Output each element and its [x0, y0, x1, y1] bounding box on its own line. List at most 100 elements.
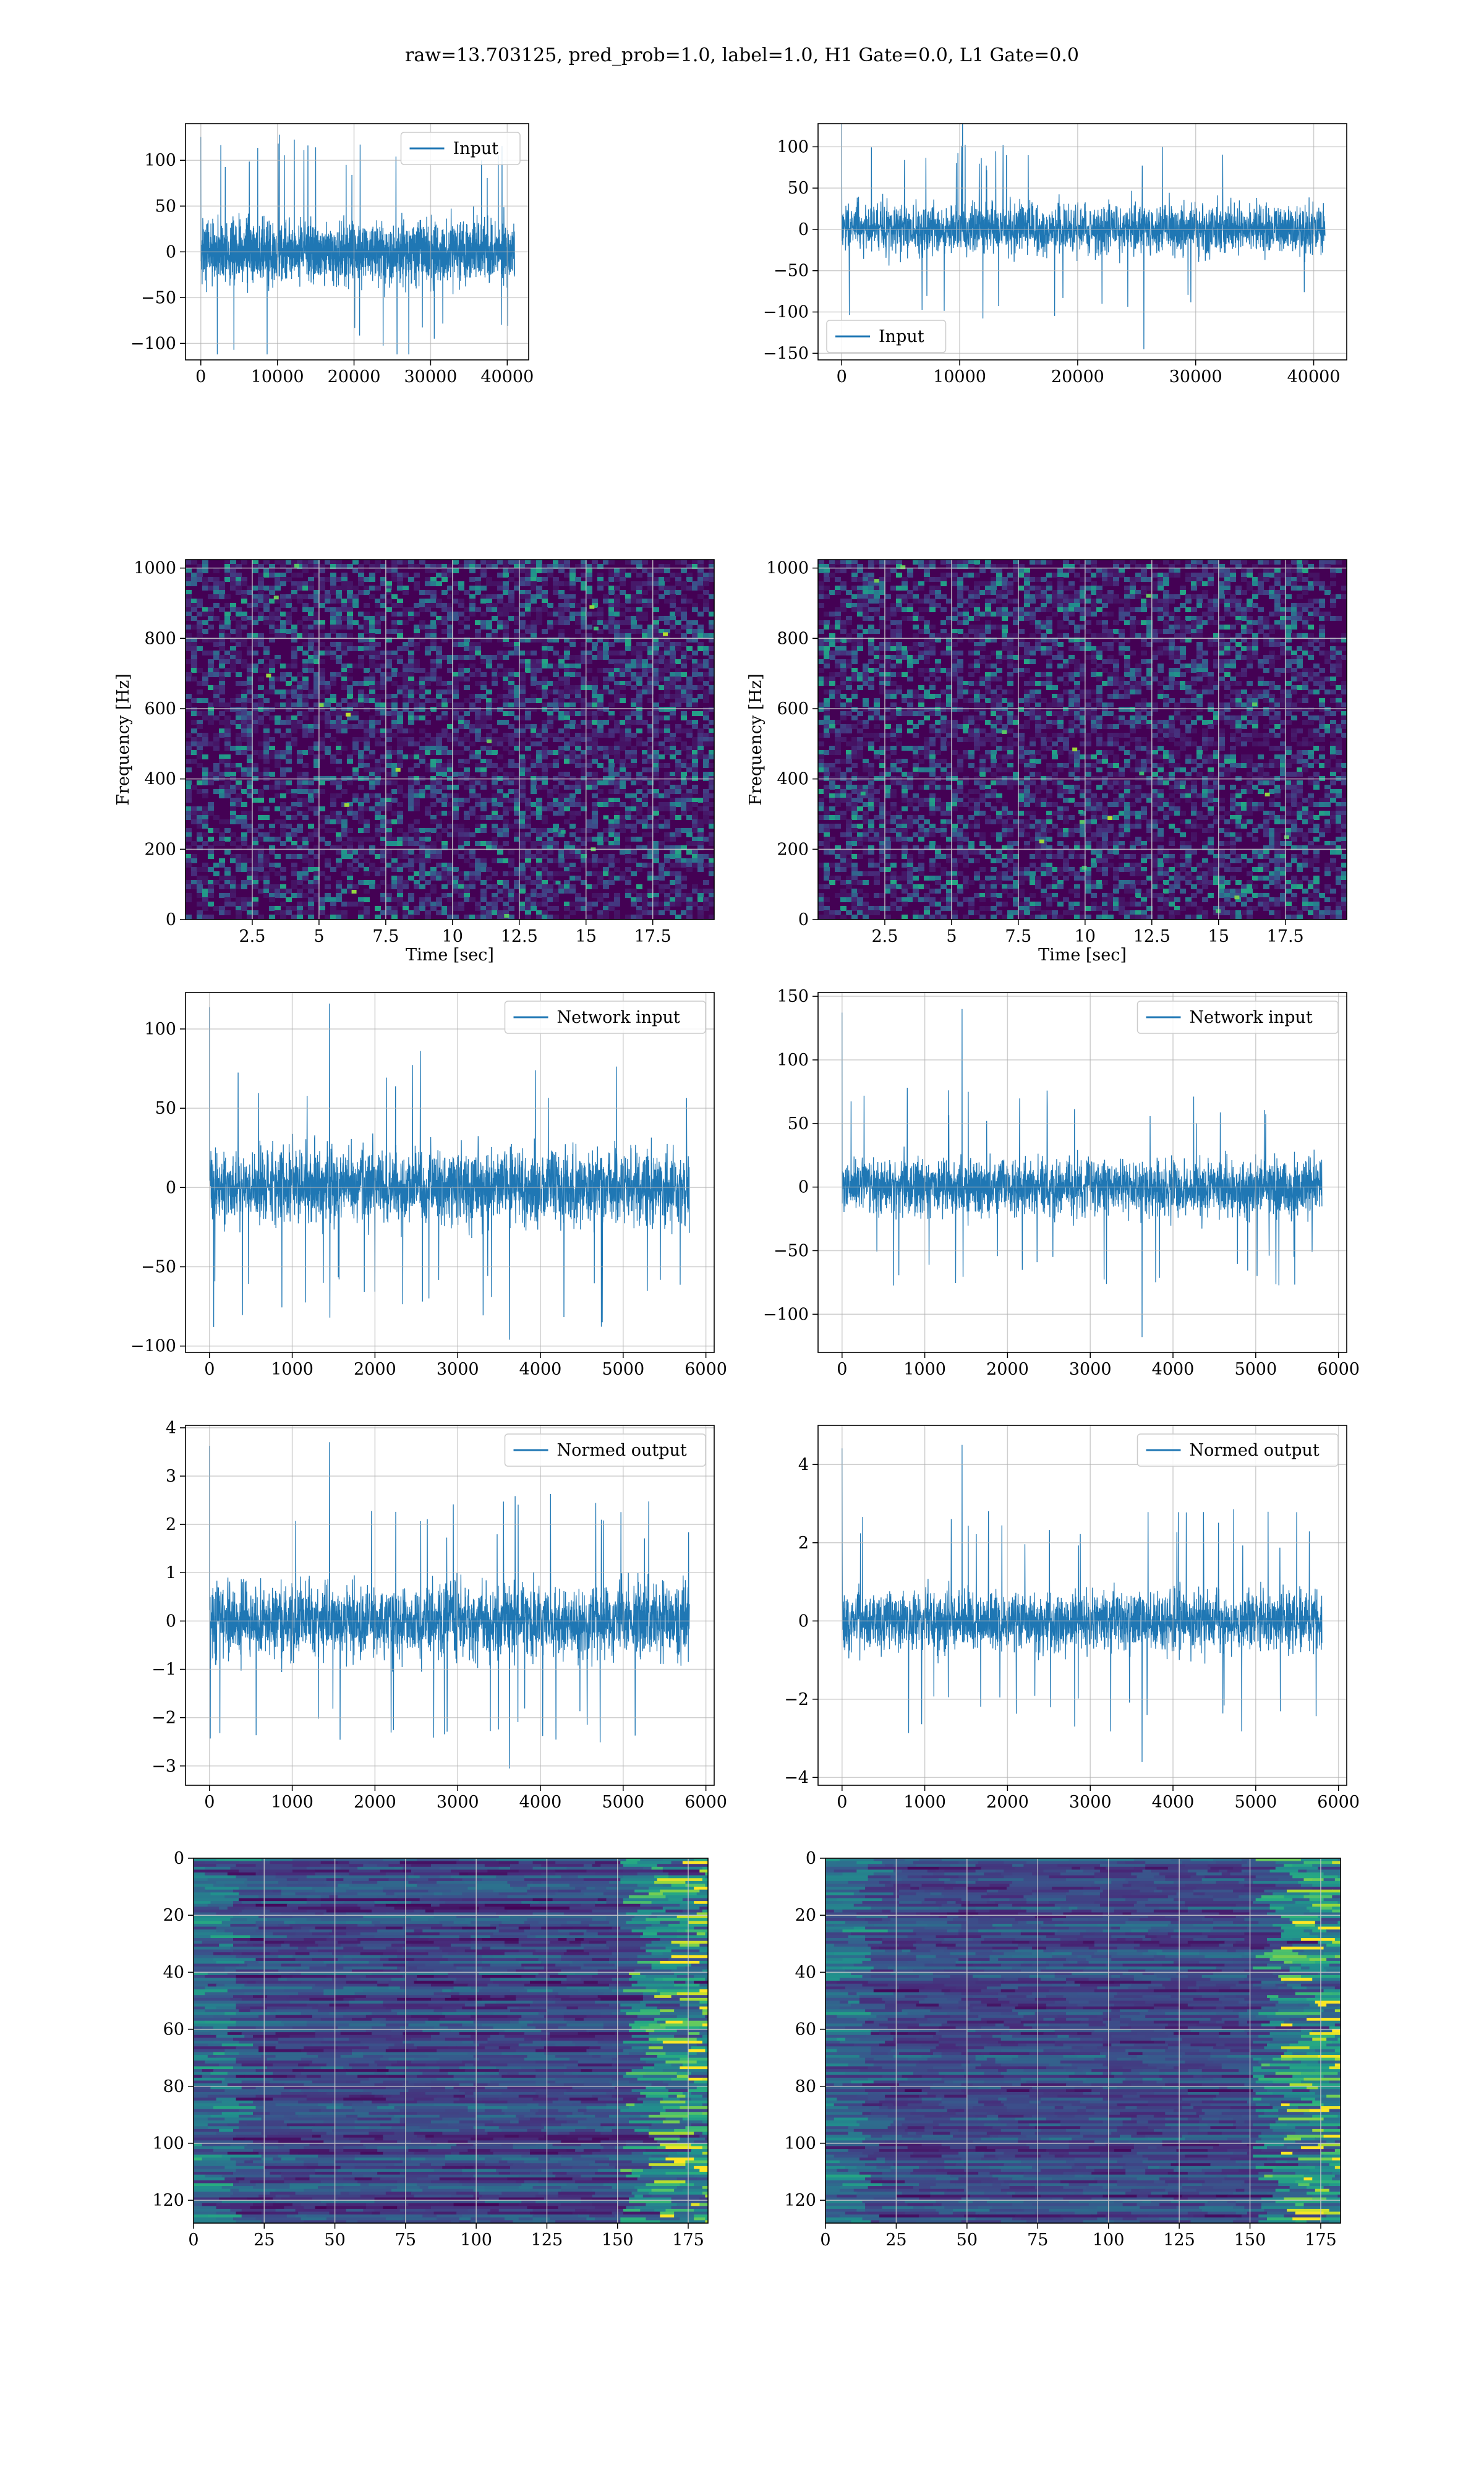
series-line: [201, 135, 514, 354]
y-tick-label: −100: [130, 1337, 176, 1356]
x-tick-label: 6000: [1317, 1793, 1360, 1812]
x-axis-label: Time [sec]: [1038, 946, 1127, 965]
y-tick-label: 60: [795, 2020, 816, 2039]
x-tick-label: 12.5: [1133, 927, 1171, 946]
y-tick-label: 0: [798, 1612, 809, 1631]
series-line: [210, 1004, 689, 1340]
legend: Network input: [505, 1001, 706, 1033]
y-tick-label: 1000: [766, 559, 809, 578]
x-tick-label: 5: [946, 927, 957, 946]
x-tick-label: 30000: [1169, 367, 1222, 386]
y-tick-label: 0: [166, 242, 176, 262]
x-tick-label: 2000: [986, 1793, 1029, 1812]
y-tick-label: 2: [166, 1515, 176, 1534]
y-tick-label: 2: [798, 1534, 809, 1553]
y-tick-label: 50: [155, 1099, 176, 1118]
y-tick-label: −50: [141, 1258, 176, 1277]
x-tick-label: 100: [460, 2231, 492, 2250]
x-tick-label: 17.5: [1267, 927, 1304, 946]
y-tick-label: 150: [777, 987, 809, 1006]
y-tick-label: 80: [163, 2077, 184, 2096]
y-tick-label: −50: [774, 262, 809, 281]
y-tick-label: 0: [798, 1178, 809, 1197]
x-tick-label: 3000: [1069, 1360, 1112, 1379]
x-tick-label: 3000: [437, 1793, 479, 1812]
y-tick-label: 100: [152, 2134, 184, 2153]
x-tick-label: 4000: [519, 1793, 562, 1812]
x-tick-label: 2.5: [871, 927, 898, 946]
legend-label: Normed output: [557, 1441, 687, 1460]
x-tick-label: 0: [204, 1360, 215, 1379]
y-tick-label: −50: [141, 288, 176, 307]
legend-label: Network input: [557, 1008, 680, 1027]
y-tick-label: 0: [174, 1849, 184, 1868]
x-tick-label: 2000: [354, 1793, 396, 1812]
x-tick-label: 20000: [1051, 367, 1104, 386]
y-tick-label: 0: [806, 1849, 816, 1868]
x-tick-label: 1000: [903, 1360, 946, 1379]
x-tick-label: 7.5: [1005, 927, 1031, 946]
x-tick-label: 6000: [684, 1360, 727, 1379]
heatmap-image: [825, 1858, 1381, 2224]
x-tick-label: 25: [885, 2231, 906, 2250]
x-tick-label: 5: [313, 927, 324, 946]
x-tick-label: 6000: [1317, 1360, 1360, 1379]
x-tick-label: 2000: [354, 1360, 396, 1379]
series-line: [842, 122, 1325, 349]
x-tick-label: 2000: [986, 1360, 1029, 1379]
y-tick-label: 600: [144, 699, 176, 719]
x-tick-label: 50: [957, 2231, 978, 2250]
x-tick-label: 0: [188, 2231, 198, 2250]
y-tick-label: 400: [144, 770, 176, 789]
y-tick-label: 0: [798, 910, 809, 929]
x-tick-label: 6000: [684, 1793, 727, 1812]
y-tick-label: 100: [777, 1051, 809, 1070]
y-tick-label: 40: [163, 1963, 184, 1982]
x-tick-label: 10: [442, 927, 463, 946]
x-tick-label: 0: [837, 367, 847, 386]
y-tick-label: 800: [144, 629, 176, 648]
legend: Input: [827, 320, 946, 352]
x-tick-label: 125: [531, 2231, 563, 2250]
x-tick-label: 175: [1305, 2231, 1337, 2250]
x-tick-label: 7.5: [372, 927, 399, 946]
x-tick-label: 17.5: [634, 927, 672, 946]
y-tick-label: 1000: [134, 559, 176, 578]
x-tick-label: 12.5: [501, 927, 538, 946]
x-tick-label: 5000: [1234, 1793, 1277, 1812]
y-tick-label: 0: [166, 1612, 176, 1631]
x-tick-label: 15: [576, 927, 597, 946]
legend-label: Input: [453, 139, 499, 158]
y-tick-label: 1: [166, 1563, 176, 1582]
y-tick-label: −100: [763, 303, 809, 322]
y-tick-label: 50: [155, 197, 176, 216]
x-tick-label: 125: [1163, 2231, 1195, 2250]
y-tick-label: −150: [763, 344, 809, 363]
x-tick-label: 15: [1208, 927, 1229, 946]
y-tick-label: −50: [774, 1241, 809, 1260]
legend-label: Input: [879, 327, 924, 346]
y-tick-label: 0: [798, 220, 809, 239]
legend: Normed output: [505, 1434, 706, 1466]
x-tick-label: 175: [672, 2231, 704, 2250]
y-tick-label: 120: [784, 2191, 816, 2210]
x-tick-label: 25: [254, 2231, 275, 2250]
x-tick-label: 40000: [1287, 367, 1341, 386]
x-tick-label: 10000: [933, 367, 986, 386]
y-tick-label: −2: [151, 1709, 176, 1728]
y-tick-label: −1: [151, 1660, 176, 1680]
x-tick-label: 4000: [1152, 1360, 1195, 1379]
x-tick-label: 50: [324, 2231, 345, 2250]
y-tick-label: 0: [166, 910, 176, 929]
y-tick-label: 60: [163, 2020, 184, 2039]
x-tick-label: 0: [204, 1793, 215, 1812]
legend-label: Network input: [1190, 1008, 1313, 1027]
x-tick-label: 30000: [404, 367, 457, 386]
